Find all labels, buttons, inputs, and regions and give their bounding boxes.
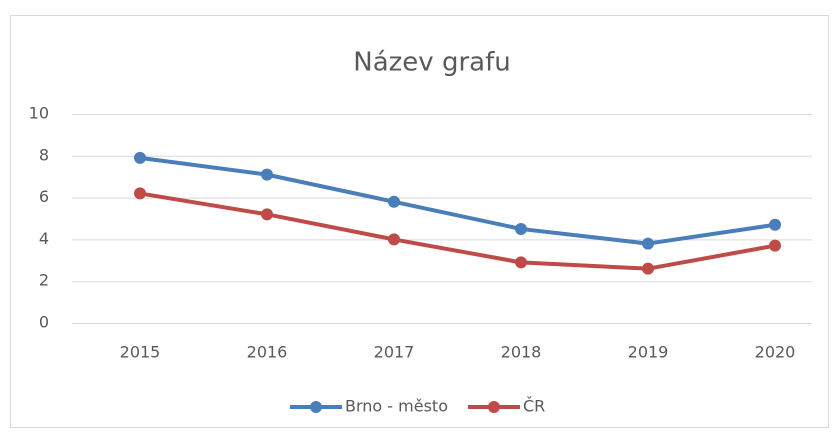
chart-frame [10,15,829,428]
data-point [642,262,654,275]
data-point [261,208,273,221]
y-tick-label: 10 [29,104,49,123]
x-tick-label: 2019 [628,343,669,362]
series-line [138,191,777,271]
x-tick-label: 2015 [120,343,161,362]
x-tick-label: 2017 [374,343,415,362]
data-point [642,237,654,250]
data-point [134,187,146,200]
data-point [769,218,781,231]
y-tick-label: 8 [39,145,49,164]
legend-marker [487,401,500,413]
y-tick-label: 0 [39,313,49,332]
x-tick-label: 2018 [501,343,542,362]
data-point [388,233,400,246]
y-tick-label: 6 [39,187,49,206]
x-tick-label: 2016 [247,343,288,362]
data-point [261,168,273,181]
data-point [388,195,400,208]
legend-label: Brno - město [345,397,448,416]
x-tick-label: 2020 [755,343,796,362]
y-tick-label: 2 [39,271,49,290]
legend-marker [310,401,322,413]
series-line [138,155,777,246]
chart-title: Název grafu [353,48,510,78]
legend-label: ČR [523,397,545,416]
y-tick-label: 4 [39,229,49,248]
data-point [769,239,781,252]
data-point [134,151,146,164]
data-point [515,222,527,235]
data-point [515,256,527,269]
